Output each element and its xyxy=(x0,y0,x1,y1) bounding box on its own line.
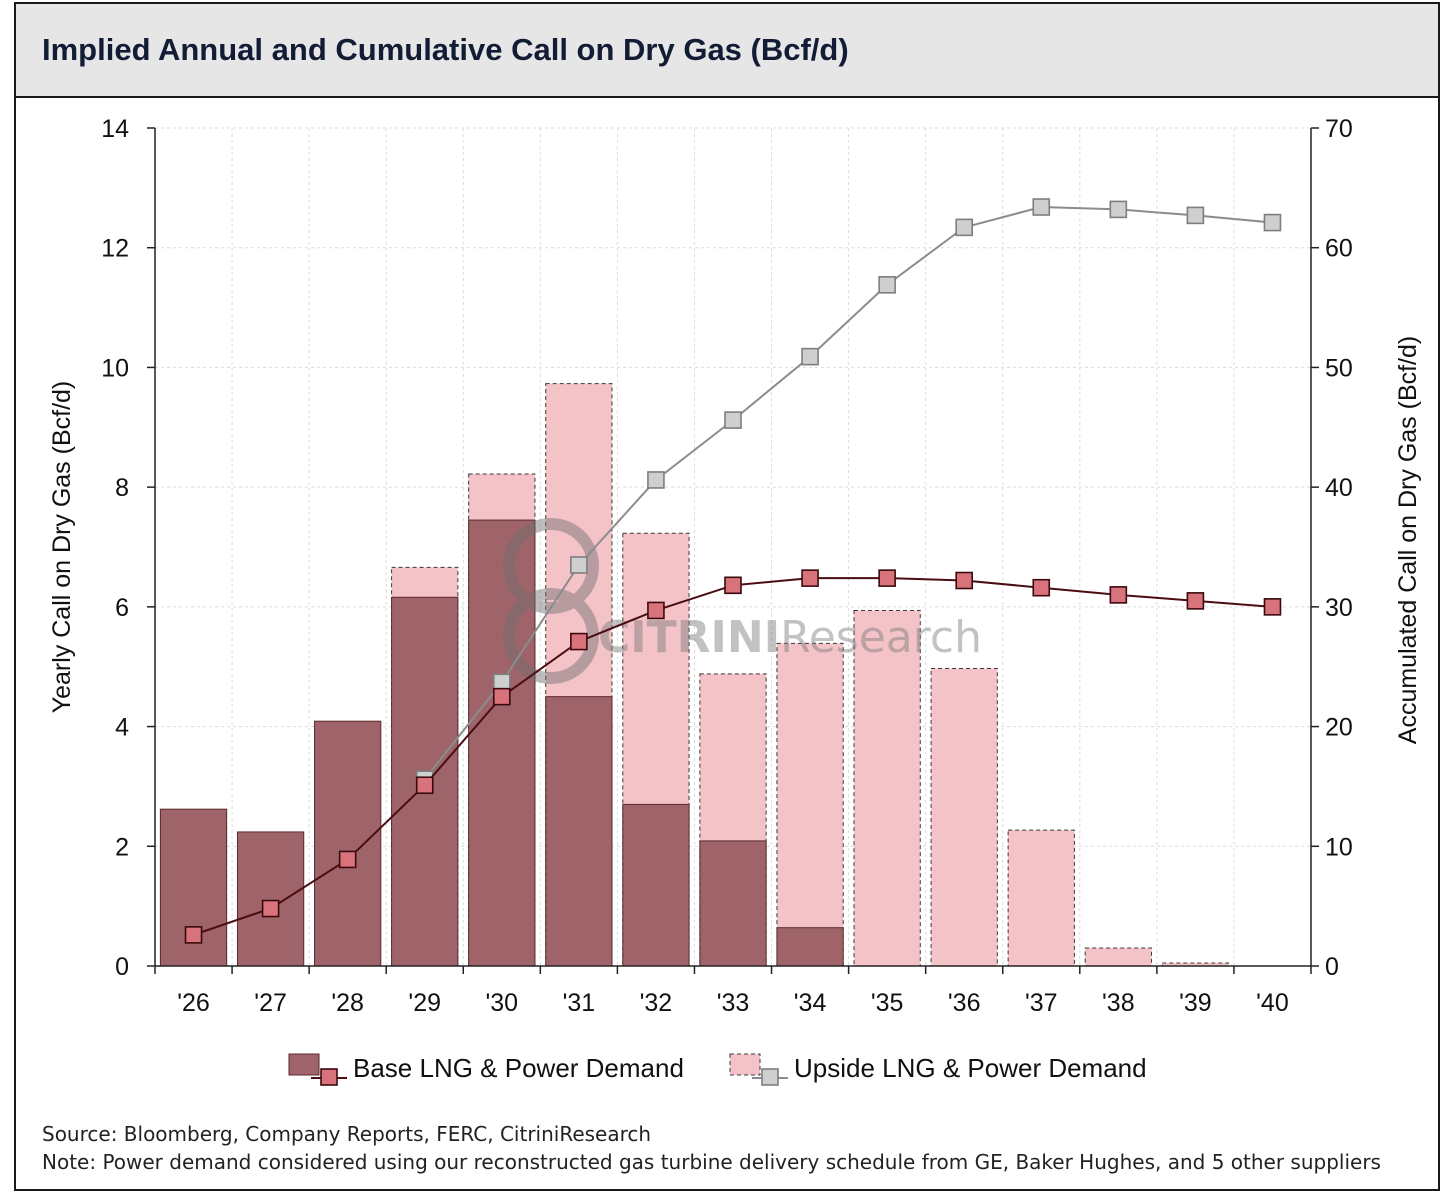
base-legend-swatch xyxy=(288,1053,320,1076)
legend: Base LNG & Power Demand Upside LNG & Powe… xyxy=(288,1053,1147,1086)
base-bar-2 xyxy=(314,720,382,967)
right-tick-label: 40 xyxy=(1325,474,1353,502)
base-cumulative-marker-6 xyxy=(647,601,665,620)
upside-cumulative-marker-14 xyxy=(1263,213,1282,232)
x-tick-label: '31 xyxy=(563,989,596,1017)
base-cumulative-marker-0 xyxy=(184,926,203,944)
upside-cumulative-marker-9 xyxy=(878,276,896,294)
x-tick-label: '37 xyxy=(1025,989,1058,1017)
x-tick-label: '29 xyxy=(408,989,441,1017)
upside-cumulative-marker-6 xyxy=(647,471,665,489)
x-tick-label: '35 xyxy=(871,989,904,1017)
upside-bar-13 xyxy=(1161,962,1230,967)
base-cumulative-marker-14 xyxy=(1263,598,1282,616)
base-bar-5 xyxy=(545,696,613,967)
right-tick-label: 50 xyxy=(1325,354,1353,382)
watermark-text: CITRINIResearch xyxy=(598,612,982,663)
x-tick-label: '39 xyxy=(1179,989,1212,1017)
left-tick-label: 2 xyxy=(115,833,129,861)
watermark-suffix: Research xyxy=(780,612,982,663)
watermark: CITRINIResearch xyxy=(503,518,982,684)
x-tick-label: '27 xyxy=(254,989,287,1017)
base-bar-8 xyxy=(776,927,844,967)
x-tick-label: '36 xyxy=(948,989,981,1017)
x-tick-label: '34 xyxy=(794,989,827,1017)
upside-cumulative-line-series xyxy=(415,198,1282,789)
right-tick-label: 70 xyxy=(1325,115,1353,143)
x-tick-label: '26 xyxy=(177,989,210,1017)
base-bar-1 xyxy=(236,831,305,967)
base-legend-label: Base LNG & Power Demand xyxy=(353,1053,684,1083)
upside-bar-9 xyxy=(853,609,921,967)
base-cumulative-marker-4 xyxy=(492,687,511,706)
left-tick-label: 10 xyxy=(101,354,129,382)
axes: 0 2 4 6 8 10 12 14 0 10 20 30 40 50 60 70 '26 '27 '28 '29 '3… xyxy=(48,115,1422,1017)
upside-legend-label: Upside LNG & Power Demand xyxy=(794,1053,1147,1083)
title-bar: Implied Annual and Cumulative Call on Dr… xyxy=(16,4,1438,98)
upside-cumulative-marker-5 xyxy=(570,556,588,574)
upside-legend-item: Upside LNG & Power Demand xyxy=(729,1053,1147,1086)
upside-bar-12 xyxy=(1084,947,1152,967)
x-tick-label: '30 xyxy=(486,989,519,1017)
upside-legend-swatch xyxy=(729,1053,761,1076)
base-bars xyxy=(159,519,844,967)
watermark-brand: CITRINI xyxy=(598,612,780,663)
base-cumulative-marker-2 xyxy=(338,850,357,869)
upside-bar-10 xyxy=(930,668,998,967)
base-bar-4 xyxy=(468,519,536,967)
upside-cumulative-marker-13 xyxy=(1186,206,1205,225)
right-tick-label: 60 xyxy=(1325,235,1353,263)
upside-cumulative-marker-10 xyxy=(955,218,974,237)
upside-bar-8 xyxy=(776,642,844,967)
base-cumulative-marker-8 xyxy=(801,569,819,587)
upside-bar-11 xyxy=(1007,829,1075,967)
x-tick-label: '28 xyxy=(331,989,364,1017)
right-tick-label: 30 xyxy=(1325,594,1353,622)
x-tick-label: '32 xyxy=(640,989,673,1017)
base-legend-marker xyxy=(320,1068,338,1086)
x-tick-label: '40 xyxy=(1256,989,1289,1017)
upside-cumulative-marker-8 xyxy=(801,347,819,366)
chart-title: Implied Annual and Cumulative Call on Dr… xyxy=(42,32,849,67)
right-tick-label: 0 xyxy=(1325,953,1339,981)
left-tick-label: 0 xyxy=(115,953,129,981)
base-cumulative-marker-12 xyxy=(1109,586,1128,604)
base-legend-item: Base LNG & Power Demand xyxy=(288,1053,684,1086)
base-cumulative-marker-10 xyxy=(955,571,974,590)
right-tick-label: 20 xyxy=(1325,714,1353,742)
left-tick-label: 6 xyxy=(115,594,129,622)
base-bar-6 xyxy=(622,803,690,967)
base-cumulative-marker-1 xyxy=(261,899,280,918)
base-cumulative-marker-13 xyxy=(1186,592,1205,610)
base-bar-7 xyxy=(699,840,767,967)
x-tick-label: '33 xyxy=(717,989,750,1017)
upside-cumulative-marker-12 xyxy=(1109,200,1128,219)
base-cumulative-marker-3 xyxy=(415,776,434,795)
upside-cumulative-line xyxy=(423,206,1273,780)
base-cumulative-marker-7 xyxy=(724,576,742,595)
left-tick-label: 12 xyxy=(101,235,129,263)
base-cumulative-marker-11 xyxy=(1032,578,1051,597)
base-cumulative-line-series xyxy=(184,569,1282,944)
upside-cumulative-marker-7 xyxy=(724,411,742,429)
footer: Source: Bloomberg, Company Reports, FERC… xyxy=(42,1120,1381,1176)
left-axis-title: Yearly Call on Dry Gas (Bcf/d) xyxy=(48,381,76,714)
right-axis-title: Accumulated Call on Dry Gas (Bcf/d) xyxy=(1394,336,1422,744)
left-tick-label: 4 xyxy=(115,714,129,742)
right-tick-label: 10 xyxy=(1325,833,1353,861)
base-cumulative-marker-5 xyxy=(570,632,588,651)
upside-cumulative-marker-11 xyxy=(1032,198,1051,216)
base-cumulative-marker-9 xyxy=(878,569,896,587)
source-note: Source: Bloomberg, Company Reports, FERC… xyxy=(42,1122,652,1146)
methodology-note: Note: Power demand considered using our … xyxy=(42,1150,1381,1174)
upside-legend-marker xyxy=(761,1068,779,1086)
left-tick-label: 8 xyxy=(115,474,129,502)
left-tick-label: 14 xyxy=(101,115,129,143)
x-tick-label: '38 xyxy=(1102,989,1135,1017)
